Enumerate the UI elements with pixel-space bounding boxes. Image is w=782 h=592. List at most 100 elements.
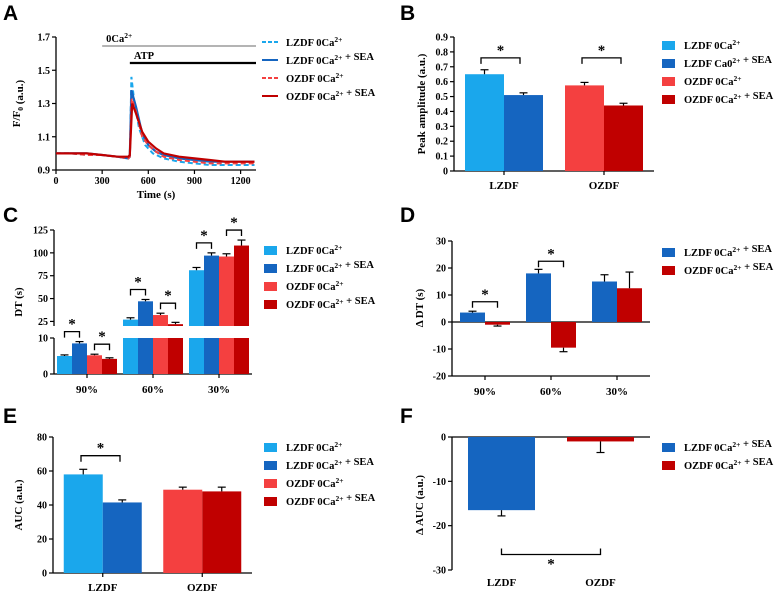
panel-d-category-label: 90% <box>474 386 496 398</box>
bar-ozdf-0ca2-30-lower <box>219 338 234 374</box>
legend-label-ozdf-0ca2-sea: OZDF 0Ca2+ + SEA <box>286 88 376 103</box>
panel-e-y-tick-label: 60 <box>37 467 47 478</box>
bar-lzdf-0ca2-lzdf <box>63 474 103 573</box>
panel-e-y-tick-label: 0 <box>42 569 47 580</box>
panel-f-sig-bracket <box>500 548 602 556</box>
label-part: LZDF 0Ca <box>684 41 733 52</box>
panel-b-category-label: LZDF <box>489 180 519 192</box>
label-part: LZDF 0Ca <box>684 443 733 454</box>
panel-c-category-label: 30% <box>208 384 230 396</box>
panel-a-x-tick-label: 600 <box>141 176 156 187</box>
label-part: 2+ <box>334 53 342 62</box>
panel-a-chart: 0.9 1.1 1.3 1.5 1.7 0 300 600 900 1200 Time (s) F/F… <box>11 31 376 201</box>
bar-lzdf-0ca2-sea-90 <box>460 312 485 322</box>
bar-lzdf-0ca2-30-upper <box>189 270 204 326</box>
panel-a-y-tick-label: 1.5 <box>38 66 51 77</box>
panel-f-chart: 0 -10 -20 -30 Δ AUC (a.u.) LZDF OZDF * LZDF 0Ca2… <box>414 433 774 590</box>
panel-c-sig-lzdf-30-bracket <box>195 242 213 249</box>
panel-e-y-tick-label: 20 <box>37 535 47 546</box>
label-part: LZDF 0Ca <box>286 264 335 275</box>
label-part: OZDF 0Ca <box>684 77 734 88</box>
panel-c-sig-ozdf-30-star: * <box>230 215 238 231</box>
bar-ozdf-0ca2-sea-ozdf <box>202 491 242 573</box>
bar-ozdf-0ca2-ozdf <box>163 489 203 573</box>
panel-b-sig-ozdf-bracket <box>581 57 622 64</box>
label-part: 2+ <box>336 476 344 485</box>
legend-swatch-lzdf-0ca2 <box>264 246 277 255</box>
bar-ozdf-0ca2-sea-ozdf <box>604 105 643 171</box>
label-part: 0 <box>16 107 25 111</box>
panel-a-y-tick-label: 0.9 <box>38 166 51 177</box>
panel-c-y-tick-label: 50 <box>38 294 48 305</box>
panel-a-x-tick-label: 300 <box>95 176 110 187</box>
panel-b-y-tick-label: 0.4 <box>436 107 449 118</box>
bar-ozdf-0ca2-sea-60-upper <box>168 324 183 326</box>
legend-label-ozdf-0ca2: OZDF 0Ca2+ <box>286 71 344 85</box>
panel-e-category-label: LZDF <box>88 582 118 592</box>
legend-swatch-ozdf-0ca2 <box>662 77 675 86</box>
panel-c-sig-ozdf-60-star: * <box>164 288 172 304</box>
legend-label-lzdf-0ca2-sea: LZDF 0Ca2+ + SEA <box>286 52 374 67</box>
legend-swatch-ozdf-0ca2 <box>264 479 277 488</box>
panel-f-category-label: OZDF <box>585 577 616 589</box>
bar-ozdf-0ca2-sea-60-lower <box>168 338 183 374</box>
panel-e-y-axis-label: AUC (a.u.) <box>13 479 25 530</box>
legend-label-lzdf-0ca2-sea: LZDF 0Ca2+ + SEA <box>684 439 772 454</box>
panel-b-sig-ozdf-star: * <box>598 43 606 59</box>
bar-lzdf-0ca2-60-upper <box>123 319 138 326</box>
panel-a-x-axis-label: Time (s) <box>137 189 176 201</box>
bar-ozdf-0ca2-sea-90 <box>485 322 510 325</box>
legend-swatch-ozdf-0ca2 <box>264 282 277 291</box>
label-part: 2+ <box>334 261 342 270</box>
legend-swatch-lzdf-0ca2-sea <box>662 248 675 257</box>
label-part: OZDF 0Ca <box>286 282 336 293</box>
label-part: AUC (a.u.) <box>13 479 25 530</box>
panel-d-category-label: 30% <box>606 386 628 398</box>
label-part: + SEA <box>742 457 774 468</box>
label-part: + SEA <box>742 262 774 273</box>
panel-f-category-label: LZDF <box>487 577 517 589</box>
panel-b-y-tick-label: 0.2 <box>436 137 449 148</box>
panel-d-sig-60-star: * <box>547 246 555 262</box>
legend-label-ozdf-0ca2: OZDF 0Ca2+ <box>286 279 344 293</box>
panel-a-y-axis-label: F/F0 (a.u.) <box>11 79 26 127</box>
label-part: LZDF 0Ca <box>286 56 335 67</box>
panel-e-y-tick-label: 80 <box>37 433 47 444</box>
label-part: LZDF 0Ca <box>286 461 335 472</box>
label-part: Δ DT (s) <box>414 288 426 327</box>
label-part: OZDF 0Ca <box>684 95 734 106</box>
label-part: + SEA <box>342 457 374 468</box>
legend-label-lzdf-0ca2: LZDF 0Ca2+ <box>684 38 740 52</box>
legend-label-lzdf-0ca2-sea: LZDF 0Ca2+ + SEA <box>684 244 772 259</box>
panel-e-category-label: OZDF <box>187 582 218 592</box>
label-part: LZDF 0Ca <box>286 246 335 257</box>
label-part: F/F <box>11 110 23 127</box>
panel-f-y-tick-label: -30 <box>433 566 446 577</box>
panel-a-x-tick-label: 0 <box>54 176 59 187</box>
panel-f-y-axis-label: Δ AUC (a.u.) <box>414 475 426 535</box>
label-part: 2+ <box>336 71 344 80</box>
panel-a-y-tick-label: 1.7 <box>38 33 51 44</box>
label-part: + SEA <box>344 296 376 307</box>
label-part: + SEA <box>342 52 374 63</box>
legend-swatch-lzdf-0ca2 <box>662 41 675 50</box>
panel-c-y-tick-label: 100 <box>33 248 48 259</box>
label-part: LZDF 0Ca <box>286 443 335 454</box>
legend-swatch-lzdf-0ca2-sea <box>662 443 675 452</box>
panel-c-sig-lzdf-60-bracket <box>129 288 147 296</box>
panel-b-sig-lzdf-bracket <box>480 57 521 64</box>
bar-lzdf-0ca2-90 <box>57 356 72 374</box>
panel-c-sig-lzdf-60-star: * <box>134 274 142 290</box>
label-part: 2+ <box>732 56 740 65</box>
panel-d-chart: -20 -10 0 10 20 30 Δ DT (s) 90% 60% 30% * * LZDF 0Ca… <box>414 237 774 399</box>
panel-e-sig-lzdf-bracket <box>80 455 121 462</box>
panel-c-y-tick-label: 125 <box>33 226 48 237</box>
legend-swatch-lzdf-0ca2 <box>264 443 277 452</box>
label-part: 2+ <box>336 279 344 288</box>
label-part: OZDF 0Ca <box>286 497 336 508</box>
legend-label-lzdf-0ca2-sea: LZDF 0Ca2+ + SEA <box>286 457 374 472</box>
label-part: 2+ <box>334 243 342 252</box>
panel-b-category-label: OZDF <box>589 180 620 192</box>
panel-c-sig-ozdf-30-bracket <box>225 229 243 237</box>
legend-label-ozdf-0ca2-sea: OZDF 0Ca2+ + SEA <box>286 296 376 311</box>
